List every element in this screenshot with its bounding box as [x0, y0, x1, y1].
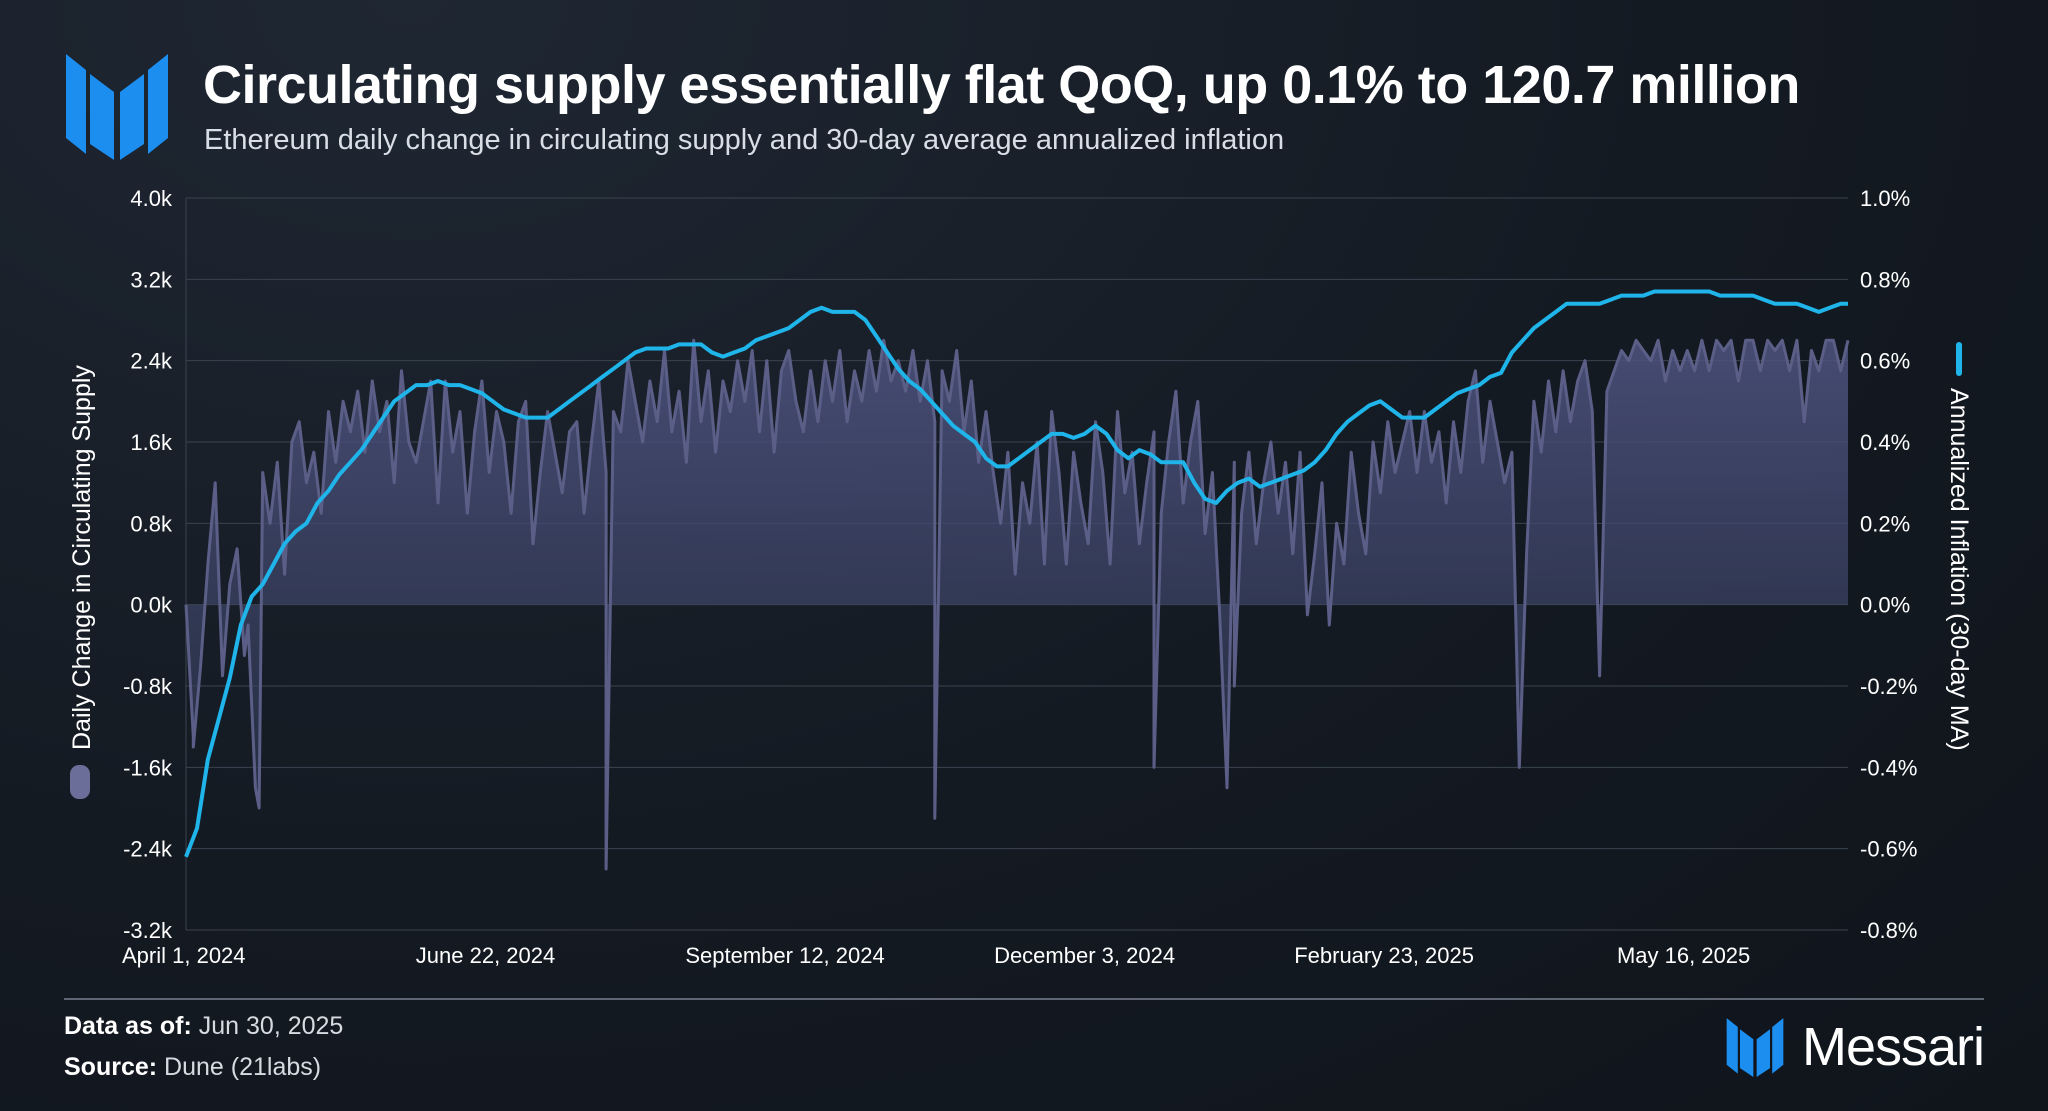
right-axis-title-group: Annualized Inflation (30-day MA)	[1945, 342, 1973, 751]
left-tick-label: -2.4k	[123, 837, 173, 862]
daily-change-series	[184, 338, 1850, 871]
left-tick-label: 1.6k	[130, 430, 173, 455]
left-tick-label: -0.8k	[123, 674, 173, 699]
data-as-of-value: Jun 30, 2025	[198, 1012, 344, 1040]
x-tick-label: May 16, 2025	[1617, 943, 1750, 968]
daily-change-outline	[184, 338, 1850, 871]
right-tick-label: 0.8%	[1860, 267, 1910, 292]
right-tick-label: -0.2%	[1860, 674, 1917, 699]
source: Source: Dune (21labs)	[64, 1053, 321, 1082]
data-as-of-label: Data as of:	[64, 1012, 192, 1040]
data-as-of: Data as of: Jun 30, 2025	[64, 1012, 343, 1041]
left-tick-label: 0.8k	[130, 511, 173, 536]
left-tick-label: -1.6k	[123, 755, 173, 780]
messari-logo-icon	[66, 54, 168, 160]
right-tick-label: 0.4%	[1860, 430, 1910, 455]
chart-subtitle: Ethereum daily change in circulating sup…	[204, 124, 1285, 156]
x-tick-label: September 12, 2024	[685, 943, 884, 968]
right-tick-label: 1.0%	[1860, 186, 1910, 211]
left-axis: 4.0k 3.2k 2.4k 1.6k 0.8k 0.0k -0.8k -1.6k -2.4k -…	[123, 186, 173, 943]
inflation-line	[184, 289, 1848, 858]
left-tick-label: 0.0k	[130, 593, 173, 618]
right-tick-label: -0.6%	[1860, 837, 1917, 862]
brand-name: Messari	[1801, 1017, 1985, 1077]
source-value: Dune (21labs)	[164, 1053, 322, 1081]
left-tick-label: 4.0k	[130, 186, 173, 211]
line-legend-swatch	[1956, 342, 1962, 376]
right-tick-label: 0.0%	[1860, 593, 1910, 618]
right-tick-label: 0.6%	[1860, 349, 1910, 374]
x-tick-label: February 23, 2025	[1294, 943, 1474, 968]
right-tick-label: -0.4%	[1860, 755, 1917, 780]
right-tick-label: 0.2%	[1860, 511, 1910, 536]
x-tick-label: December 3, 2024	[994, 943, 1175, 968]
left-tick-label: 2.4k	[130, 349, 173, 374]
left-axis-title: Daily Change in Circulating Supply	[68, 365, 96, 750]
source-label: Source:	[64, 1053, 158, 1081]
left-tick-label: -3.2k	[123, 918, 173, 943]
inflation-series	[184, 289, 1848, 858]
x-tick-label: June 22, 2024	[416, 943, 555, 968]
chart-plot: 4.0k 3.2k 2.4k 1.6k 0.8k 0.0k -0.8k -1.6k -2.4k -…	[68, 186, 1973, 968]
messari-brand-icon	[1726, 1018, 1784, 1077]
left-axis-title-group: Daily Change in Circulating Supply	[68, 365, 96, 799]
area-legend-swatch	[70, 765, 90, 799]
chart-title: Circulating supply essentially flat QoQ,…	[203, 55, 1800, 115]
right-axis-title: Annualized Inflation (30-day MA)	[1945, 388, 1973, 751]
footer-divider	[64, 998, 1984, 1000]
x-tick-label: April 1, 2024	[122, 943, 246, 968]
daily-change-area	[186, 340, 1848, 869]
right-tick-label: -0.8%	[1860, 918, 1917, 943]
right-axis: 1.0% 0.8% 0.6% 0.4% 0.2% 0.0% -0.2% -0.4% -0.6% -…	[1860, 186, 1917, 943]
left-tick-label: 3.2k	[130, 267, 173, 292]
x-axis: April 1, 2024 June 22, 2024 September 12, …	[122, 943, 1750, 968]
brand-lockup: Messari	[1724, 1014, 1985, 1080]
